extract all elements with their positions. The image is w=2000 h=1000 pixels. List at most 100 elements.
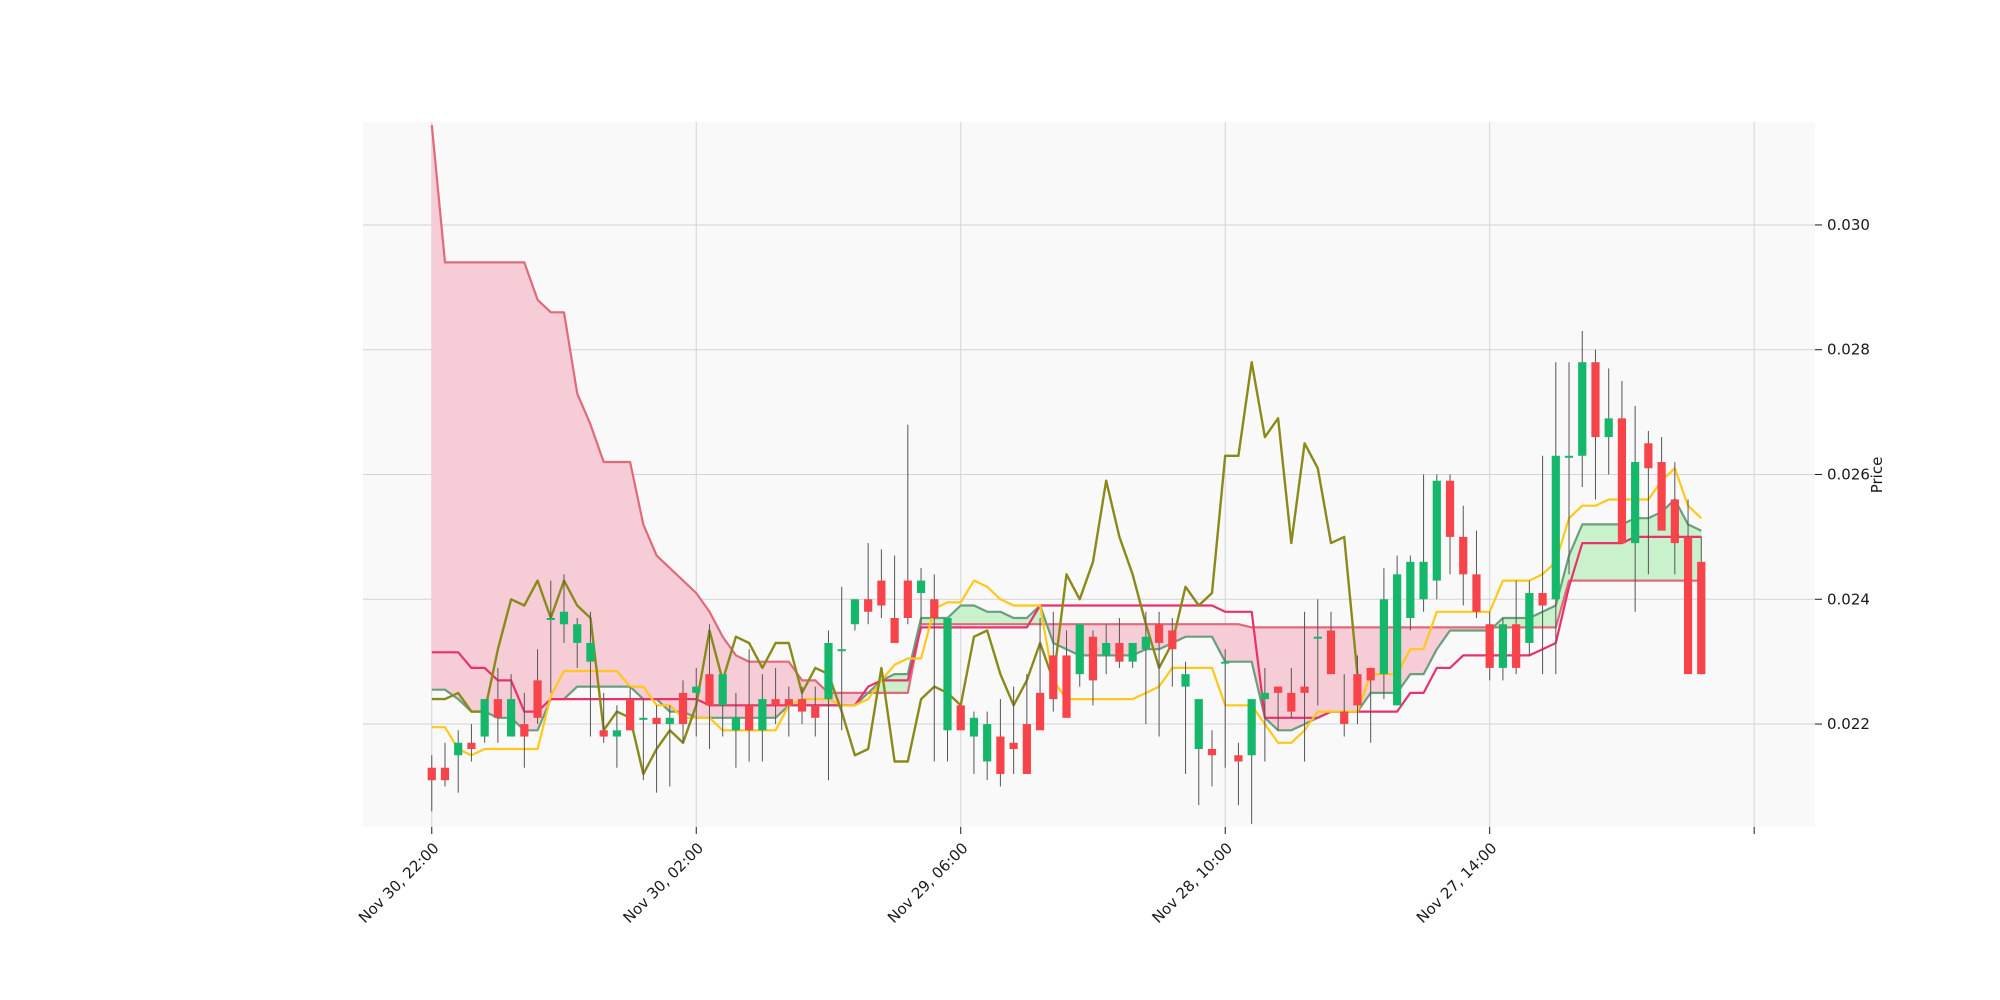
candle-25 [758, 674, 767, 762]
cloud-segment-59 [1198, 623, 1213, 638]
y-tick-label-2: 0.026 [1827, 466, 1870, 484]
candle-body-30 [824, 642, 833, 700]
candle-60 [1221, 649, 1230, 768]
candle-body-47 [1049, 655, 1058, 700]
chikou-span-line [431, 361, 1359, 776]
candle-body-77 [1445, 480, 1455, 537]
cloud-segment-61 [1224, 623, 1239, 663]
candle-body-84 [1538, 593, 1547, 606]
candle-15 [626, 686, 635, 731]
candle-70 [1353, 655, 1362, 725]
candle-31 [837, 586, 846, 731]
candle-2 [454, 730, 463, 793]
candle-56 [1168, 617, 1177, 687]
candle-body-60 [1221, 661, 1230, 664]
candle-32 [850, 599, 860, 631]
candle-body-56 [1168, 630, 1177, 650]
candle-96 [1697, 536, 1706, 675]
candle-body-49 [1075, 624, 1084, 675]
candle-76 [1432, 474, 1441, 600]
candle-79 [1472, 530, 1481, 618]
candle-94 [1670, 462, 1679, 575]
candle-82 [1512, 580, 1521, 675]
candle-body-39 [943, 617, 952, 731]
cloud-segment-2 [457, 262, 472, 713]
candle-19 [678, 680, 688, 743]
candle-body-50 [1088, 636, 1098, 681]
cloud-segment-42 [986, 611, 1001, 625]
candle-body-63 [1260, 692, 1269, 700]
candle-4 [480, 699, 489, 743]
candle-body-36 [903, 580, 912, 618]
candle-body-43 [996, 736, 1005, 774]
x-tick-label-2: Nov 29, 06:00 [884, 839, 972, 927]
candle-body-76 [1432, 480, 1441, 581]
cloud-segment-5 [497, 262, 512, 719]
candle-body-54 [1141, 636, 1150, 650]
candle-body-8 [533, 680, 542, 718]
candle-48 [1062, 630, 1071, 718]
candle-body-34 [877, 580, 886, 606]
candle-30 [824, 630, 833, 781]
y-axis-label: Price [1868, 457, 1886, 494]
candle-7 [520, 692, 529, 768]
candle-body-19 [678, 692, 688, 725]
candle-body-71 [1366, 667, 1375, 681]
candle-81 [1498, 617, 1508, 681]
cloud-segment-14 [616, 461, 631, 687]
candle-body-92 [1644, 443, 1653, 469]
cloud-segment-75 [1410, 627, 1424, 675]
candle-65 [1287, 667, 1296, 718]
candle-54 [1141, 611, 1150, 725]
candle-body-46 [1035, 692, 1045, 731]
candle-body-16 [639, 717, 648, 720]
candle-5 [493, 667, 502, 743]
candle-body-74 [1406, 561, 1415, 618]
candle-body-89 [1604, 418, 1613, 438]
candle-body-72 [1379, 599, 1388, 675]
candle-40 [956, 705, 965, 731]
candle-body-93 [1657, 462, 1666, 531]
candle-36 [903, 424, 912, 625]
candle-body-95 [1683, 536, 1693, 675]
candle-44 [1009, 686, 1018, 774]
candle-body-59 [1207, 749, 1217, 756]
candle-91 [1631, 405, 1640, 612]
candle-body-55 [1154, 624, 1164, 643]
candle-body-79 [1472, 574, 1481, 612]
candle-body-33 [864, 599, 873, 612]
candle-body-86 [1564, 455, 1574, 458]
candle-body-82 [1512, 624, 1521, 668]
cloud-segment-1 [444, 262, 459, 700]
candle-80 [1485, 611, 1494, 681]
candle-53 [1128, 642, 1137, 668]
cloud-segment-9 [550, 311, 565, 700]
candle-body-61 [1234, 755, 1243, 762]
candle-58 [1194, 699, 1203, 806]
cloud-segment-31 [841, 692, 856, 706]
candle-body-88 [1591, 362, 1600, 438]
candle-61 [1234, 742, 1243, 806]
cloud-segment-64 [1264, 627, 1279, 731]
cloud-segment-35 [894, 673, 909, 694]
candle-body-12 [586, 642, 595, 662]
candle-74 [1406, 555, 1415, 631]
candle-body-7 [520, 724, 529, 737]
candle-body-44 [1009, 742, 1018, 750]
candle-body-1 [440, 767, 450, 781]
candle-20 [692, 667, 701, 737]
cloud-segment-90 [1595, 524, 1609, 581]
candle-73 [1393, 555, 1402, 706]
cloud-segment-3 [471, 262, 486, 712]
candle-67 [1313, 599, 1322, 706]
candle-body-24 [745, 705, 754, 731]
candle-24 [745, 649, 754, 762]
candle-43 [996, 699, 1005, 787]
candle-body-4 [480, 699, 489, 737]
candle-body-29 [811, 705, 820, 718]
candle-85 [1551, 362, 1560, 675]
cloud-segment-7 [523, 262, 538, 731]
candle-body-96 [1697, 561, 1706, 675]
cloud-segment-4 [484, 262, 499, 719]
